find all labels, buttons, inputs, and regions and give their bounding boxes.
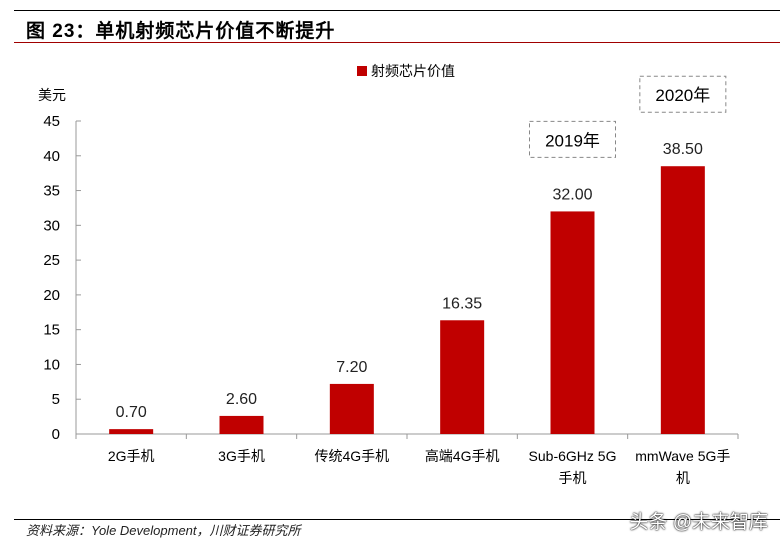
bar xyxy=(660,166,705,434)
y-tick-label: 45 xyxy=(43,113,60,130)
category-label: 3G手机 xyxy=(218,448,265,464)
source-note: 资料来源：Yole Development，川财证券研究所 xyxy=(26,523,301,538)
data-label: 0.70 xyxy=(116,404,147,421)
legend-swatch xyxy=(357,66,367,76)
figure-title: 图 23：单机射频芯片价值不断提升 xyxy=(26,21,336,42)
annotation-text: 2020年 xyxy=(655,86,710,105)
y-tick-label: 30 xyxy=(43,217,60,234)
y-tick-label: 5 xyxy=(52,391,60,408)
annotation-box xyxy=(639,75,727,113)
data-label: 38.50 xyxy=(663,141,703,158)
legend-label: 射频芯片价值 xyxy=(371,63,455,79)
data-label: 7.20 xyxy=(336,359,367,376)
y-tick-label: 25 xyxy=(43,252,60,269)
y-tick-label: 10 xyxy=(43,356,60,373)
title-rule xyxy=(14,42,780,43)
category-label: 机 xyxy=(676,470,690,486)
y-axis-label: 美元 xyxy=(38,87,66,103)
category-label: 高端4G手机 xyxy=(425,448,500,464)
category-label: 手机 xyxy=(559,470,587,486)
category-label: Sub-6GHz 5G xyxy=(529,448,617,464)
bar xyxy=(329,383,374,434)
category-label: 传统4G手机 xyxy=(314,448,389,464)
bar xyxy=(440,320,485,434)
data-label: 2.60 xyxy=(226,391,257,408)
y-tick-label: 35 xyxy=(43,183,60,200)
data-label: 16.35 xyxy=(442,295,482,312)
bar xyxy=(219,415,264,434)
y-tick-label: 20 xyxy=(43,287,60,304)
category-label: 2G手机 xyxy=(108,448,155,464)
bottom-rule xyxy=(14,519,780,520)
data-label: 32.00 xyxy=(552,186,592,203)
bar xyxy=(550,211,595,434)
annotation-box xyxy=(529,120,616,158)
y-tick-label: 15 xyxy=(43,322,60,339)
bar xyxy=(109,429,154,434)
category-label: mmWave 5G手 xyxy=(635,448,730,464)
top-rule xyxy=(14,10,780,11)
watermark: 头条 @未来智库 xyxy=(629,512,768,533)
bar-chart: 美元 0 5 10 15 20 25 30 35 40 45 0.70 2G手机 2.60 3G手机 7.20… xyxy=(38,63,739,486)
y-tick-label: 0 xyxy=(52,426,60,443)
annotation-text: 2019年 xyxy=(545,131,600,150)
y-tick-label: 40 xyxy=(43,148,60,165)
